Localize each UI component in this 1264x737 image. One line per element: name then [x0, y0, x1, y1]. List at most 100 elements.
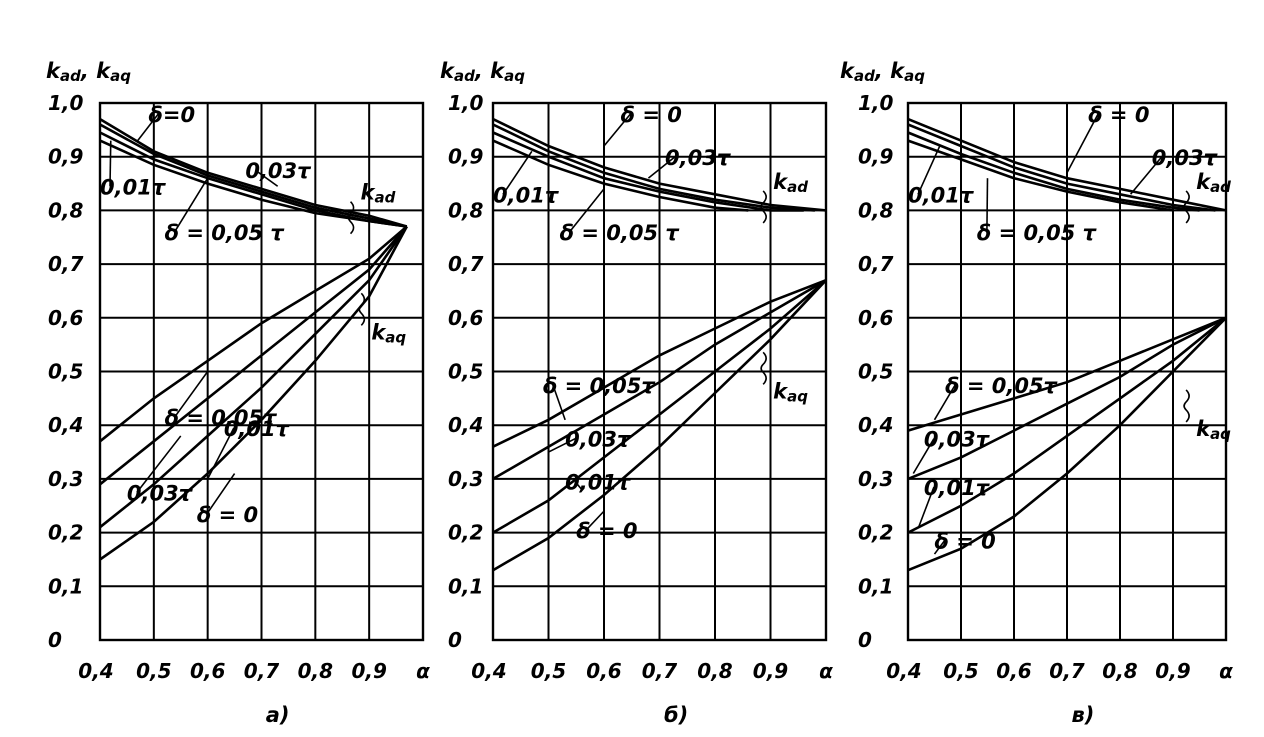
series-label: δ = 0 [576, 519, 637, 543]
label-leader [647, 156, 676, 179]
series-label: δ = 0,05 τ [560, 221, 680, 245]
series-line-kaq-6 [907, 316, 1227, 481]
y-tick-label: 0,4 [48, 413, 83, 437]
plot-frame [98, 101, 425, 642]
series-label: δ = 0,05τ [165, 406, 277, 430]
series-label: 0,03τ [665, 146, 731, 170]
x-tick-label: 0,5 [943, 659, 978, 683]
x-tick-label: 0,8 [1102, 659, 1138, 683]
x-tick-label: 0,4 [78, 659, 113, 683]
series-line-kaq-8 [907, 316, 1227, 572]
y-tick-label: 0 [448, 628, 462, 652]
y-axis-label: kad, kaq [840, 59, 925, 85]
series-label: δ = 0,05 τ [165, 221, 285, 245]
x-tick-label: 0,5 [531, 659, 566, 683]
label-leader [986, 178, 989, 232]
label-leader [568, 188, 605, 233]
y-tick-label: 0,9 [448, 145, 484, 169]
label-leader [574, 481, 583, 491]
panel-caption: a) [266, 703, 290, 727]
group-label-kad: kad [773, 170, 808, 196]
x-tick-label: 0,4 [471, 659, 506, 683]
y-tick-label: 0 [858, 628, 872, 652]
y-tick-label: 0,4 [448, 413, 483, 437]
x-tick-label: 0,7 [1049, 659, 1085, 683]
brace-mark [358, 292, 366, 326]
x-tick-label: α [1219, 659, 1233, 683]
x-tick-label: 0,9 [1155, 659, 1191, 683]
y-tick-label: 0,7 [48, 252, 84, 276]
series-line-kad-1 [99, 117, 408, 228]
series-line-kaq-8 [99, 225, 408, 561]
series-label: 0,01τ [100, 175, 166, 199]
y-tick-label: 0,2 [858, 521, 893, 545]
series-label: 0,01τ [924, 476, 990, 500]
series-label: δ = 0,05τ [945, 374, 1057, 398]
y-tick-label: 0,3 [858, 467, 893, 491]
label-leader [173, 371, 209, 418]
label-leader [206, 427, 235, 480]
x-tick-label: 0,6 [190, 659, 226, 683]
series-line-kad-2 [99, 123, 408, 228]
label-leader [933, 384, 956, 421]
y-tick-label: 0 [48, 628, 62, 652]
series-label: 0,01τ [493, 183, 559, 207]
plot-frame [491, 101, 828, 642]
y-tick-label: 0,6 [858, 306, 894, 330]
series-line-kad-3 [907, 131, 1200, 212]
series-label: δ=0 [148, 103, 195, 127]
x-tick-label: 0,6 [996, 659, 1032, 683]
series-line-kaq-7 [99, 225, 408, 529]
y-tick-label: 0,6 [48, 306, 84, 330]
label-leader [206, 473, 236, 515]
series-line-kad-3 [492, 131, 804, 212]
x-tick-label: α [416, 659, 430, 683]
chart-panel-1: 0 0,1 0,2 0,3 0,4 0,5 0,6 0,7 0,8 0,9 1,0 0,4 0,5 0,6… [46, 59, 430, 727]
series-label: 0,03τ [127, 481, 193, 505]
x-tick-label: 0,9 [753, 659, 789, 683]
label-leader [502, 150, 533, 195]
series-label: 0,03τ [924, 428, 990, 452]
y-tick-label: 0,5 [48, 360, 83, 384]
label-leader [917, 486, 935, 528]
y-tick-label: 0,4 [858, 413, 893, 437]
y-tick-label: 0,8 [48, 198, 84, 222]
group-label-kaq: kaq [773, 379, 808, 405]
label-leader [585, 510, 605, 531]
series-line-kaq-7 [907, 316, 1227, 534]
y-tick-label: 0,8 [858, 198, 894, 222]
y-tick-label: 0,1 [448, 574, 483, 598]
x-tick-label: 0,8 [298, 659, 334, 683]
x-tick-label: α [819, 659, 833, 683]
series-line-kaq-5 [99, 225, 408, 443]
plot-frame [906, 101, 1228, 642]
series-line-kad-1 [492, 117, 827, 212]
brace-mark [1183, 190, 1190, 224]
x-tick-label: 0,8 [697, 659, 733, 683]
group-label-kad: kad [1196, 170, 1231, 196]
y-axis-label: kad, kaq [440, 59, 525, 85]
label-leader [933, 540, 946, 555]
y-tick-label: 0,2 [48, 521, 83, 545]
y-tick-label: 1,0 [48, 91, 84, 115]
label-leader [548, 437, 576, 453]
series-label: δ = 0,05 τ [977, 221, 1097, 245]
series-line-kaq-7 [492, 279, 827, 534]
brace-mark [760, 351, 767, 385]
y-tick-label: 1,0 [858, 91, 894, 115]
label-leader [1129, 156, 1163, 195]
group-label-kad: kad [361, 181, 396, 207]
y-tick-label: 1,0 [448, 91, 484, 115]
series-line-kaq-5 [492, 278, 827, 448]
brace-mark [1183, 389, 1190, 423]
label-leader [917, 145, 941, 195]
y-tick-label: 0,1 [858, 574, 893, 598]
x-tick-label: 0,9 [351, 659, 387, 683]
chart-panel-3: 0 0,1 0,2 0,3 0,4 0,5 0,6 0,7 0,8 0,9 1,0 0,4 0,5 0,6… [840, 59, 1233, 727]
series-line-kaq-6 [99, 225, 408, 486]
series-line-kaq-5 [907, 316, 1227, 432]
y-tick-label: 0,3 [48, 467, 83, 491]
series-line-kad-4 [99, 139, 407, 228]
label-leader [603, 113, 632, 147]
label-leader [173, 177, 209, 233]
